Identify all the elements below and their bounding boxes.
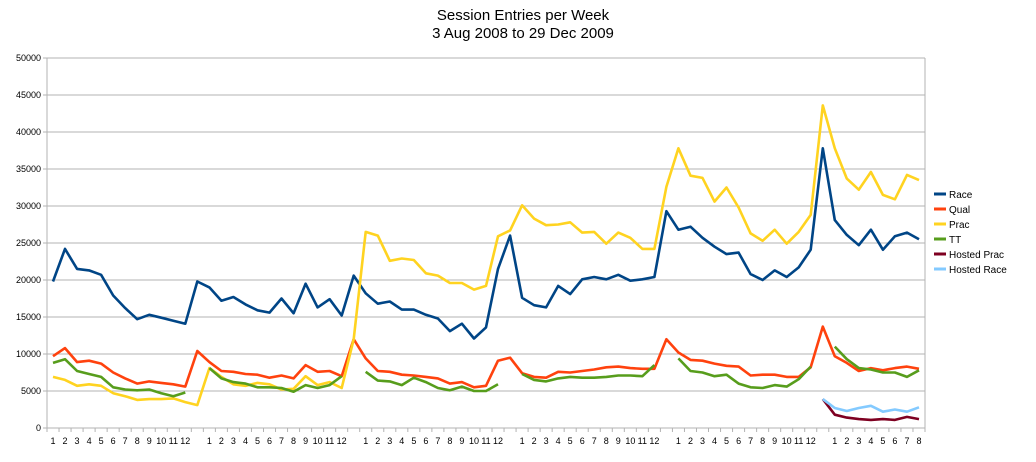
x-tick-label: 5 <box>255 436 260 446</box>
x-tick-label: 1 <box>363 436 368 446</box>
y-tick-label: 10000 <box>16 349 41 359</box>
x-tick-label: 12 <box>493 436 503 446</box>
gridlines <box>47 57 925 429</box>
x-tick-label: 7 <box>123 436 128 446</box>
x-tick-label: 6 <box>267 436 272 446</box>
legend: Race Qual Prac TT Hosted Prac Hosted Race <box>934 190 1007 276</box>
x-tick-label: 8 <box>604 436 609 446</box>
y-tick-label: 15000 <box>16 312 41 322</box>
x-tick-label: 3 <box>231 436 236 446</box>
x-tick-label: 6 <box>423 436 428 446</box>
x-tick-label: 10 <box>469 436 479 446</box>
x-tick-label: 10 <box>313 436 323 446</box>
x-tick-label: 6 <box>111 436 116 446</box>
x-tick-label: 2 <box>844 436 849 446</box>
x-tick-label: 6 <box>736 436 741 446</box>
x-tick-label: 3 <box>75 436 80 446</box>
legend-label: Qual <box>949 205 970 216</box>
x-tick-label: 11 <box>794 436 803 446</box>
y-tick-label: 25000 <box>16 238 41 248</box>
legend-label: TT <box>949 235 961 246</box>
x-tick-label: 4 <box>399 436 404 446</box>
series-line-prac <box>52 104 920 407</box>
x-tick-label: 12 <box>806 436 816 446</box>
x-tick-label: 7 <box>435 436 440 446</box>
chart-title: Session Entries per Week <box>437 7 610 24</box>
x-axis: 1 2 3 4 5 6 7 8 9 10 11 12 1 2 3 4 5 6 7 8 9 10 11 12 1 2 3 4 5 6 7 8 9 1… <box>46 427 926 446</box>
chart-subtitle: 3 Aug 2008 to 29 Dec 2009 <box>432 25 614 42</box>
x-tick-label: 7 <box>748 436 753 446</box>
x-tick-label: 1 <box>676 436 681 446</box>
y-tick-label: 5000 <box>21 386 41 396</box>
x-tick-label: 10 <box>625 436 635 446</box>
x-tick-label: 5 <box>411 436 416 446</box>
y-tick-label: 0 <box>36 423 41 433</box>
x-tick-label: 1 <box>51 436 56 446</box>
y-tick-label: 35000 <box>16 164 41 174</box>
x-tick-label: 12 <box>180 436 190 446</box>
legend-label: Race <box>949 190 973 201</box>
y-tick-label: 30000 <box>16 201 41 211</box>
x-tick-label: 8 <box>135 436 140 446</box>
series-line-qual <box>52 325 920 389</box>
y-tick-label: 40000 <box>16 127 41 137</box>
x-tick-label: 3 <box>700 436 705 446</box>
x-tick-label: 9 <box>772 436 777 446</box>
x-tick-label: 2 <box>532 436 537 446</box>
x-tick-label: 5 <box>724 436 729 446</box>
x-tick-label: 4 <box>868 436 873 446</box>
series-line-hosted-race <box>822 398 920 413</box>
x-tick-label: 3 <box>544 436 549 446</box>
series-line-hosted-prac <box>821 398 920 422</box>
x-tick-label: 1 <box>207 436 212 446</box>
x-tick-label: 5 <box>99 436 104 446</box>
legend-label: Hosted Race <box>949 265 1007 276</box>
x-tick-label: 1 <box>832 436 837 446</box>
x-tick-label: 8 <box>447 436 452 446</box>
series-line-race <box>51 147 920 340</box>
x-tick-label: 5 <box>568 436 573 446</box>
x-tick-label: 11 <box>481 436 490 446</box>
x-tick-label: 7 <box>592 436 597 446</box>
x-tick-label: 4 <box>243 436 248 446</box>
y-tick-label: 20000 <box>16 275 41 285</box>
x-tick-label: 10 <box>156 436 166 446</box>
x-tick-label: 7 <box>904 436 909 446</box>
legend-label: Prac <box>949 220 970 231</box>
x-tick-label: 9 <box>147 436 152 446</box>
x-tick-label: 2 <box>63 436 68 446</box>
x-tick-label: 2 <box>375 436 380 446</box>
y-tick-label: 50000 <box>16 53 41 63</box>
x-tick-label: 4 <box>556 436 561 446</box>
y-axis: 0 5000 10000 15000 20000 25000 30000 35000 40000… <box>16 53 926 433</box>
x-tick-label: 4 <box>712 436 717 446</box>
x-tick-label: 5 <box>880 436 885 446</box>
x-tick-label: 11 <box>169 436 178 446</box>
x-tick-label: 6 <box>580 436 585 446</box>
x-tick-label: 12 <box>649 436 659 446</box>
y-tick-label: 45000 <box>16 90 41 100</box>
x-tick-label: 8 <box>291 436 296 446</box>
x-tick-label: 9 <box>459 436 464 446</box>
x-tick-label: 8 <box>916 436 921 446</box>
x-tick-label: 2 <box>688 436 693 446</box>
x-tick-label: 12 <box>337 436 347 446</box>
x-tick-label: 11 <box>325 436 334 446</box>
x-tick-label: 2 <box>219 436 224 446</box>
x-tick-label: 1 <box>520 436 525 446</box>
series-line-tt <box>52 345 920 398</box>
x-tick-label: 9 <box>303 436 308 446</box>
x-tick-label: 3 <box>856 436 861 446</box>
x-tick-label: 9 <box>616 436 621 446</box>
x-tick-label: 6 <box>892 436 897 446</box>
x-tick-label: 3 <box>387 436 392 446</box>
x-tick-label: 10 <box>782 436 792 446</box>
legend-label: Hosted Prac <box>949 250 1004 261</box>
x-tick-label: 7 <box>279 436 284 446</box>
x-tick-label: 11 <box>638 436 647 446</box>
series-lines <box>51 104 920 422</box>
x-tick-label: 8 <box>760 436 765 446</box>
x-tick-label: 4 <box>87 436 92 446</box>
